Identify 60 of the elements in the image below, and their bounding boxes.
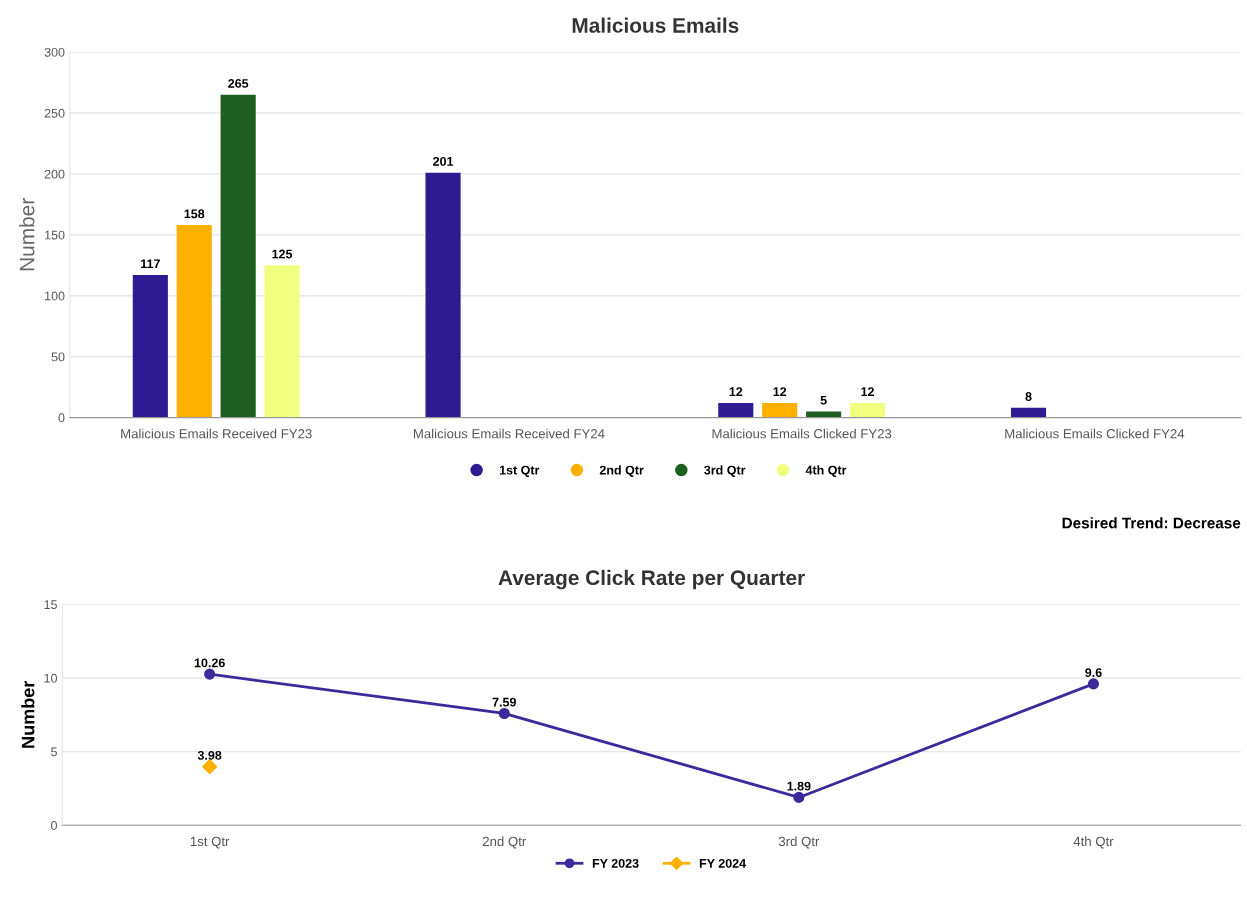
bar	[1010, 407, 1047, 418]
legend-label: 1st Qtr	[499, 465, 540, 477]
data-label: 9.6	[1085, 668, 1102, 677]
y-tick-label: 10	[44, 673, 57, 683]
data-label: 5	[820, 395, 827, 405]
legend-label: 3rd Qtr	[704, 465, 746, 477]
x-tick-label: Malicious Emails Clicked FY23	[712, 428, 892, 439]
x-tick-label: 2nd Qtr	[482, 836, 527, 849]
chart-title: Average Click Rate per Quarter	[498, 569, 805, 590]
y-tick-label: 5	[51, 747, 57, 757]
point	[204, 668, 216, 680]
y-axis-title: Number	[19, 198, 35, 271]
y-tick-label: 0	[51, 821, 57, 830]
x-tick-label: 3rd Qtr	[778, 836, 820, 849]
data-label: 12	[729, 387, 743, 396]
bar	[425, 172, 461, 418]
point	[793, 791, 805, 803]
bar	[132, 275, 168, 418]
data-label: 3.98	[197, 750, 222, 760]
x-tick-label: Malicious Emails Received FY24	[413, 428, 605, 439]
bar	[718, 402, 754, 418]
legend-label: 2nd Qtr	[599, 465, 644, 477]
bar	[762, 402, 798, 418]
bar	[849, 402, 886, 418]
y-tick-label: 15	[44, 600, 57, 610]
chart-title: Malicious Emails	[572, 17, 739, 33]
x-tick-label: 4th Qtr	[1073, 836, 1114, 849]
bar	[220, 94, 256, 418]
data-label: 125	[272, 249, 293, 259]
y-tick-label: 200	[44, 169, 65, 179]
data-label: 12	[773, 387, 787, 396]
bar	[264, 265, 300, 418]
legend-label: 4th Qtr	[805, 465, 847, 477]
point	[1087, 678, 1100, 690]
x-tick-label: 1st Qtr	[190, 836, 230, 849]
y-tick-label: 150	[45, 230, 65, 240]
y-tick-label: 0	[58, 413, 65, 423]
data-label: 265	[228, 79, 249, 88]
x-tick-label: Malicious Emails Received FY23	[121, 428, 312, 439]
bar	[176, 225, 212, 418]
y-axis-title: Number	[21, 680, 35, 748]
legend-label: FY 2024	[699, 858, 747, 868]
text: Desired Trend: Decrease	[1062, 517, 1241, 529]
data-label: 117	[141, 259, 160, 269]
data-label: 201	[433, 156, 454, 166]
legend-label: FY 2023	[592, 858, 639, 868]
bar	[806, 411, 842, 418]
point	[202, 759, 218, 775]
point	[498, 707, 510, 720]
y-tick-label: 300	[44, 47, 65, 57]
data-label: 158	[184, 209, 205, 219]
data-label: 10.26	[194, 658, 225, 668]
y-tick-label: 50	[51, 352, 65, 362]
y-tick-label: 250	[44, 108, 65, 118]
y-tick-label: 100	[45, 291, 65, 301]
data-label: 7.59	[492, 697, 516, 707]
data-label: 1.89	[787, 781, 811, 791]
data-label: 12	[861, 387, 874, 396]
data-label: 8	[1025, 392, 1032, 401]
x-tick-label: Malicious Emails Clicked FY24	[1005, 428, 1185, 439]
